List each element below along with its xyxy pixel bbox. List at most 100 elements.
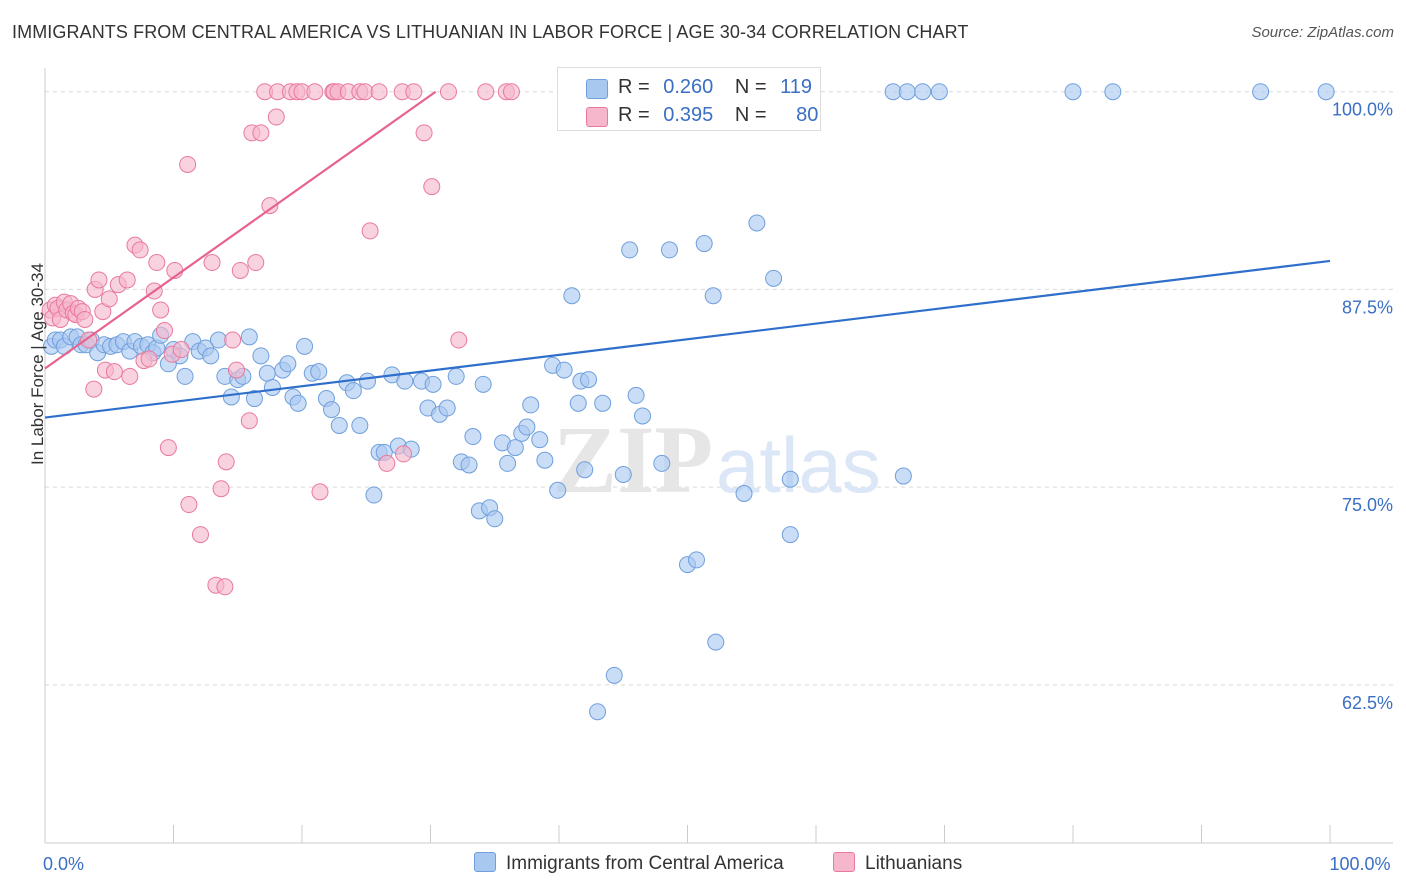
- lithuanian-point: [85, 380, 103, 398]
- lithuanian-point: [159, 439, 177, 457]
- r-value: 0.260: [663, 76, 714, 98]
- central-america-point: [704, 287, 722, 305]
- central-america-point: [653, 454, 671, 472]
- central-america-point: [898, 83, 916, 101]
- lithuanian-point: [405, 83, 423, 101]
- central-america-point: [240, 328, 258, 346]
- pink-swatch: [586, 107, 608, 127]
- lithuanian-point: [217, 453, 235, 471]
- central-america-point: [894, 467, 912, 485]
- central-america-point: [735, 484, 753, 502]
- central-america-point: [549, 481, 567, 499]
- lithuanian-point: [439, 83, 457, 101]
- central-america-point: [296, 337, 314, 355]
- pink-swatch: [833, 852, 855, 872]
- blue-swatch: [474, 852, 496, 872]
- central-america-point: [209, 331, 227, 349]
- grid-layer: [45, 91, 1393, 686]
- lithuanian-point: [148, 254, 166, 272]
- lithuanian-point: [231, 261, 249, 279]
- n-label: N =: [734, 104, 767, 126]
- central-america-point: [781, 470, 799, 488]
- central-america-point: [365, 486, 383, 504]
- stats-legend: R = 0.260 N = 119 R = 0.395 N = 80: [557, 67, 821, 131]
- points-layer: [41, 83, 1335, 721]
- central-america-point: [460, 456, 478, 474]
- y-tick-label: 100.0%: [1332, 100, 1393, 120]
- y-axis-title: In Labor Force | Age 30-34: [28, 263, 47, 465]
- central-america-point: [499, 454, 517, 472]
- lithuanian-point: [370, 83, 388, 101]
- central-america-point: [474, 375, 492, 393]
- lithuanian-point: [247, 254, 265, 272]
- central-america-trendline: [44, 259, 1331, 419]
- central-america-point: [202, 347, 220, 365]
- lithuanian-point: [356, 83, 374, 101]
- central-america-point: [351, 416, 369, 434]
- central-america-point: [621, 241, 639, 259]
- central-america-point: [555, 361, 573, 379]
- legend-item-central-america[interactable]: Immigrants from Central America: [474, 852, 784, 875]
- source-label: Source: ZipAtlas.com: [1251, 24, 1394, 41]
- central-america-point: [914, 83, 932, 101]
- y-axis-title-wrap: In Labor Force | Age 30-34: [28, 263, 48, 465]
- lithuanian-point: [118, 271, 136, 289]
- central-america-point: [765, 269, 783, 287]
- central-america-point: [627, 386, 645, 404]
- central-america-point: [252, 347, 270, 365]
- central-america-point: [707, 633, 725, 651]
- central-america-point: [258, 364, 276, 382]
- watermark-zip: ZIP: [553, 406, 713, 513]
- central-america-point: [518, 418, 536, 436]
- central-america-point: [634, 407, 652, 425]
- central-america-point: [589, 703, 607, 721]
- x-tick-label: 0.0%: [43, 854, 84, 874]
- lithuanian-point: [261, 197, 279, 215]
- central-america-point: [661, 241, 679, 259]
- lithuanian-point: [415, 124, 433, 142]
- axis-layer: [44, 68, 1393, 844]
- central-america-point: [536, 451, 554, 469]
- central-america-point: [222, 388, 240, 406]
- central-america-point: [330, 416, 348, 434]
- lithuanian-point: [216, 578, 234, 596]
- central-america-point: [563, 287, 581, 305]
- central-america-point: [323, 401, 341, 419]
- legend-label: Lithuanians: [865, 853, 963, 874]
- central-america-point: [176, 367, 194, 385]
- n-value: 80: [796, 104, 819, 126]
- legend-item-lithuanians[interactable]: Lithuanians: [833, 852, 962, 875]
- central-america-point: [310, 363, 328, 381]
- central-america-point: [396, 372, 414, 390]
- lithuanian-point: [140, 350, 158, 368]
- lithuanian-point: [191, 526, 209, 544]
- central-america-point: [614, 465, 632, 483]
- lithuanian-point: [240, 412, 258, 430]
- trend-layer: [44, 90, 1331, 419]
- y-tick-label: 75.0%: [1342, 495, 1393, 515]
- central-america-point: [1252, 83, 1270, 101]
- x-tick-label: 100.0%: [1329, 854, 1390, 874]
- lithuanian-point: [105, 363, 123, 381]
- r-label: R =: [618, 104, 650, 126]
- lithuanian-point: [423, 178, 441, 196]
- lithuanian-point: [172, 341, 190, 359]
- central-america-point: [594, 394, 612, 412]
- lithuanian-point: [378, 454, 396, 472]
- central-america-point: [884, 83, 902, 101]
- r-value: 0.395: [663, 104, 714, 126]
- central-america-point: [605, 666, 623, 684]
- central-america-point: [438, 399, 456, 417]
- central-america-point: [486, 510, 504, 528]
- lithuanian-point: [131, 241, 149, 259]
- lithuanian-point: [395, 445, 413, 463]
- central-america-point: [781, 526, 799, 544]
- central-america-point: [687, 551, 705, 569]
- central-america-point: [263, 378, 281, 396]
- n-value: 119: [780, 76, 813, 98]
- lithuanian-point: [100, 290, 118, 308]
- central-america-point: [576, 461, 594, 479]
- n-label: N =: [734, 76, 767, 98]
- central-america-point: [522, 396, 540, 414]
- central-america-point: [289, 394, 307, 412]
